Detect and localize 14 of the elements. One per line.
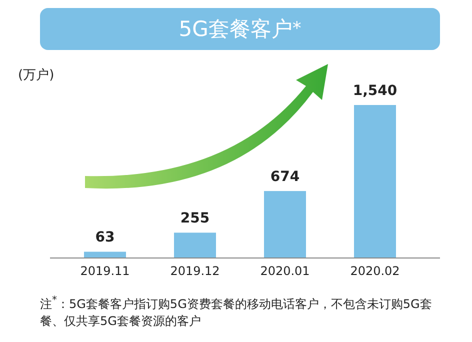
x-tick-label: 2020.02: [350, 264, 400, 278]
bar: [84, 252, 126, 258]
y-axis-title: (万户): [18, 67, 54, 84]
data-label: 674: [270, 169, 300, 186]
x-tick-label: 2019.12: [170, 264, 220, 278]
text: 注$^{*}$：5G套餐客户指订购5G资费套餐的移动电话客户，不包含未订购5G套餐、仅共享5G套餐资源的客户: [40, 294, 433, 330]
bar: [264, 191, 306, 258]
bar: [174, 232, 216, 258]
x-tick-label: 2019.11: [80, 264, 130, 278]
data-label: 255: [180, 210, 210, 227]
bar: [354, 105, 396, 258]
data-label: 1,540: [352, 83, 398, 99]
data-label: 63: [95, 230, 115, 246]
x-tick-label: 2020.01: [260, 264, 310, 278]
